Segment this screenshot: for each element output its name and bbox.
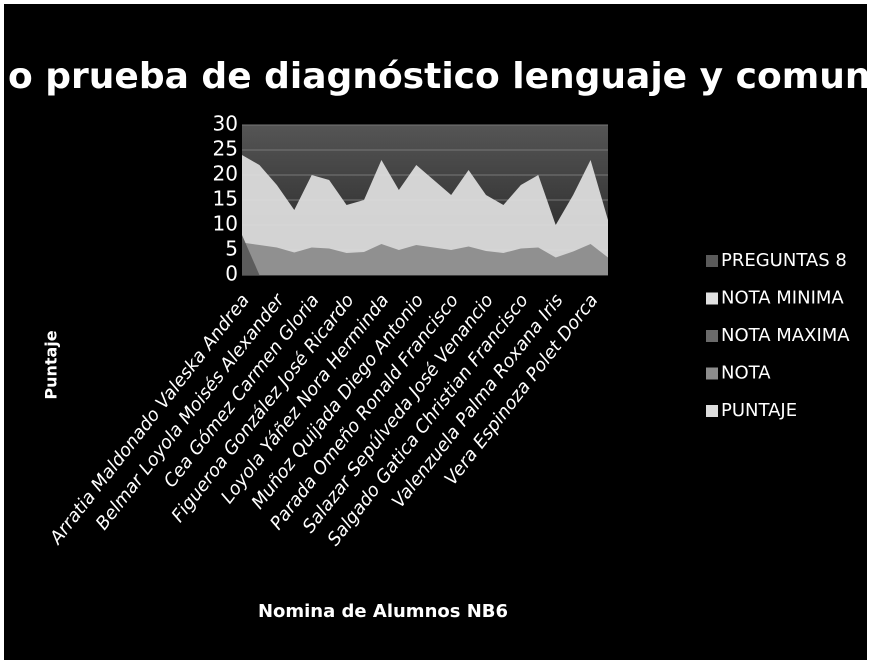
x-axis-label: Nomina de Alumnos NB6 — [258, 601, 508, 622]
y-tick-label: 20 — [213, 162, 238, 186]
y-tick-label: 30 — [213, 112, 238, 136]
y-tick-label: 0 — [225, 262, 238, 286]
chart-background — [4, 4, 867, 660]
y-axis-label: Puntaje — [42, 330, 61, 399]
legend-swatch — [706, 255, 718, 267]
legend-label: PUNTAJE — [721, 400, 797, 421]
legend-swatch — [706, 330, 718, 342]
legend-label: NOTA — [721, 363, 771, 384]
legend-label: NOTA MINIMA — [721, 288, 844, 309]
area — [242, 155, 608, 275]
legend-label: NOTA MAXIMA — [721, 325, 850, 346]
y-tick-label: 15 — [213, 187, 238, 211]
y-tick-label: 5 — [225, 237, 238, 261]
legend-swatch — [706, 292, 718, 305]
y-tick-label: 25 — [213, 137, 238, 161]
legend-swatch — [706, 367, 718, 380]
chart-title: o prueba de diagnóstico lenguaje y comun… — [8, 56, 871, 97]
y-tick-label: 10 — [213, 212, 238, 236]
legend-swatch — [706, 405, 718, 417]
legend-label: PREGUNTAS 8 — [721, 250, 847, 271]
area — [242, 242, 608, 275]
area — [242, 235, 260, 275]
